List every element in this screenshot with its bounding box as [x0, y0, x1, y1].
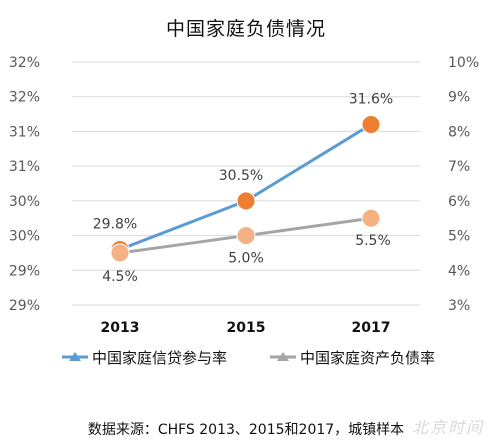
data-point — [110, 243, 130, 263]
series-layer: 29.8% 30.5% 31.6% 4.5% 5.0% 5.5% — [93, 91, 393, 284]
right-tick-label: 9% — [448, 90, 470, 106]
right-tick-label: 4% — [448, 263, 470, 279]
left-tick-label: 29% — [9, 298, 40, 314]
left-y-axis: 29% 29% 30% 30% 31% 31% 32% 32% — [9, 55, 40, 314]
data-label: 31.6% — [349, 91, 393, 107]
left-tick-label: 30% — [9, 194, 40, 210]
x-tick-label: 2017 — [352, 320, 391, 336]
data-label: 5.5% — [355, 233, 391, 249]
data-point — [361, 208, 381, 228]
source-note: 数据来源：CHFS 2013、2015和2017，城镇样本 — [87, 422, 405, 438]
right-tick-label: 5% — [448, 229, 470, 245]
data-point — [236, 226, 256, 246]
x-tick-label: 2015 — [227, 320, 266, 336]
chart-title: 中国家庭负债情况 — [165, 18, 326, 40]
x-tick-label: 2013 — [101, 320, 140, 336]
right-tick-label: 10% — [448, 55, 479, 71]
data-label: 30.5% — [219, 168, 263, 184]
x-axis: 2013 2015 2017 — [101, 320, 391, 336]
right-tick-label: 8% — [448, 124, 470, 140]
left-tick-label: 31% — [9, 124, 40, 140]
left-tick-label: 29% — [9, 263, 40, 279]
right-tick-label: 6% — [448, 194, 470, 210]
data-label: 4.5% — [102, 269, 138, 285]
data-point — [361, 114, 381, 134]
left-tick-label: 32% — [9, 90, 40, 106]
legend-label: 中国家庭信贷参与率 — [92, 349, 227, 367]
legend: 中国家庭信贷参与率 中国家庭资产负债率 — [62, 349, 435, 367]
left-tick-label: 31% — [9, 159, 40, 175]
data-point — [236, 191, 256, 211]
right-tick-label: 7% — [448, 159, 470, 175]
right-tick-label: 3% — [448, 298, 470, 314]
data-label: 29.8% — [93, 216, 137, 232]
data-label: 5.0% — [228, 251, 264, 267]
legend-swatch-marker — [69, 352, 81, 361]
watermark: 北京时间 — [411, 418, 484, 437]
legend-label: 中国家庭资产负债率 — [300, 349, 435, 367]
left-tick-label: 32% — [9, 55, 40, 71]
right-y-axis: 3% 4% 5% 6% 7% 8% 9% 10% — [448, 55, 479, 314]
legend-swatch-marker — [277, 352, 289, 361]
left-tick-label: 30% — [9, 229, 40, 245]
